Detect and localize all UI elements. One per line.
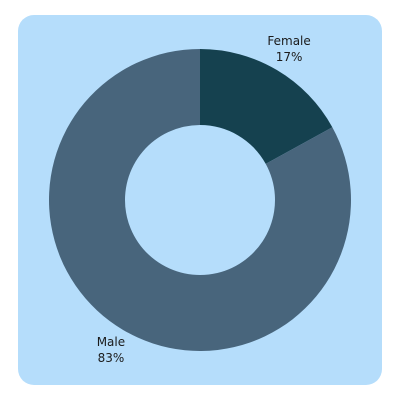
slice-label: Male <box>97 335 125 349</box>
donut-slice <box>48 49 351 352</box>
donut-slice <box>200 49 333 164</box>
slice-value-label: 83% <box>98 351 125 365</box>
slice-label: Female <box>267 34 310 48</box>
slice-value-label: 17% <box>276 50 303 64</box>
